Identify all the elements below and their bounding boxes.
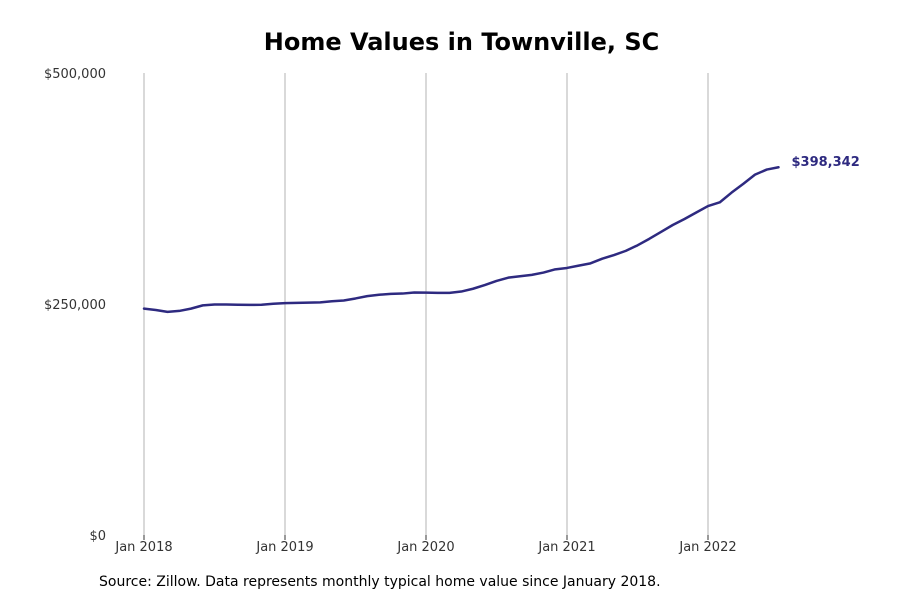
y-axis: $0 $250,000 $500,000 <box>44 67 106 544</box>
series-line-0 <box>142 166 780 314</box>
x-tick-label-4: Jan 2022 <box>678 540 736 555</box>
x-axis: Jan 2018 Jan 2019 Jan 2020 Jan 2021 Jan 2022 <box>114 540 736 555</box>
end-value-label-0: $398,342 <box>792 155 860 170</box>
series-layer: $398,342 <box>142 155 860 314</box>
x-tick-label-3: Jan 2021 <box>537 540 595 555</box>
y-tick-label-2: $500,000 <box>44 67 106 82</box>
x-tick-label-1: Jan 2019 <box>255 540 313 555</box>
gridlines <box>143 73 709 540</box>
y-tick-label-0: $0 <box>89 529 106 544</box>
x-tick-label-2: Jan 2020 <box>396 540 454 555</box>
source-note: Source: Zillow. Data represents monthly … <box>99 574 661 590</box>
chart-title: Home Values in Townville, SC <box>263 28 660 56</box>
x-tick-label-0: Jan 2018 <box>114 540 172 555</box>
y-tick-label-1: $250,000 <box>44 298 106 313</box>
